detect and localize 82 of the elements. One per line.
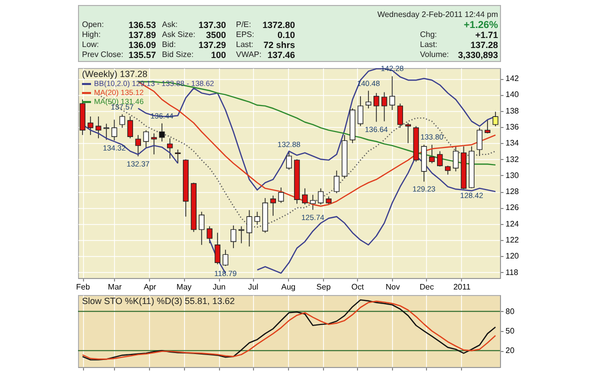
x-tick-label: Jul xyxy=(248,282,259,292)
text: Wednesday 2-Feb-2011 12:44 pm xyxy=(377,10,498,19)
candlestick xyxy=(381,92,388,122)
y-tick-label: 122 xyxy=(506,236,520,245)
text: Bid: xyxy=(162,40,176,49)
candlestick xyxy=(96,116,102,139)
text: 3500 xyxy=(206,30,226,40)
text: Ask Size: xyxy=(162,30,196,39)
x-tick-label: Mar xyxy=(108,282,122,292)
x-tick-label: Feb xyxy=(76,282,90,292)
text: P/E: xyxy=(236,20,252,29)
text: Low: xyxy=(82,40,99,49)
y-tick-label: 124 xyxy=(506,219,520,228)
y-tick-label: 128 xyxy=(506,187,520,196)
candlestick xyxy=(174,149,181,164)
x-tick-label: Apr xyxy=(144,282,157,292)
candlestick xyxy=(437,150,443,167)
candlestick xyxy=(167,138,173,159)
x-tick-label: Oct xyxy=(351,282,365,292)
y-tick-label: 136 xyxy=(506,122,520,132)
text: Open: xyxy=(82,20,104,29)
text: 0.10 xyxy=(277,30,295,40)
x-tick-label: May xyxy=(176,282,192,292)
candlestick xyxy=(214,232,220,265)
text: EPS: xyxy=(236,30,254,39)
candlestick xyxy=(135,134,141,157)
x-tick-label: 2011 xyxy=(453,282,472,292)
text: 100 xyxy=(210,50,226,60)
text: Last: xyxy=(420,40,438,49)
text: Volume: xyxy=(420,50,449,59)
text: 3,330,893 xyxy=(458,50,498,60)
text: 137.46 xyxy=(267,50,295,60)
x-tick-label: Nov xyxy=(386,282,400,292)
text: 135.57 xyxy=(128,50,156,60)
text: High: xyxy=(82,30,101,39)
text: Bid Size: xyxy=(162,50,194,59)
text: +1.71 xyxy=(475,30,498,40)
candlestick xyxy=(88,116,94,136)
candlestick xyxy=(405,122,411,144)
chart-title: Slow STO %K(11) %D(3) 55.81, 13.62 xyxy=(82,296,235,306)
text: 136.09 xyxy=(128,40,156,50)
text: VWAP: xyxy=(236,50,262,59)
y-tick-label: 20 xyxy=(506,346,515,356)
text: 137.28 xyxy=(470,40,498,50)
candlestick xyxy=(484,119,490,134)
candlestick xyxy=(159,123,165,142)
candlestick xyxy=(397,103,404,128)
y-tick-label: 132 xyxy=(506,154,520,164)
candlestick xyxy=(270,195,276,216)
y-tick-label: 140 xyxy=(506,90,520,100)
text: 72 shrs xyxy=(263,40,295,50)
y-tick-label: 50 xyxy=(506,326,515,336)
text: 136.53 xyxy=(128,20,156,30)
x-tick-label: Dec xyxy=(420,282,434,292)
y-tick-label: 130 xyxy=(506,170,520,180)
candlestick xyxy=(206,226,212,244)
text: Ask: xyxy=(162,20,178,29)
y-tick-label: 80 xyxy=(506,306,515,316)
text: 1372.80 xyxy=(262,20,295,30)
candlestick xyxy=(127,116,134,139)
text: Chg: xyxy=(420,30,437,39)
x-tick-label: Jun xyxy=(212,282,226,292)
y-tick-label: 138 xyxy=(506,106,520,116)
text: Last: xyxy=(236,40,254,49)
y-tick-label: 134 xyxy=(506,138,520,148)
text: +1.26% xyxy=(464,20,498,31)
candlestick xyxy=(151,133,157,155)
candlestick xyxy=(302,188,308,205)
x-tick-label: Aug xyxy=(281,282,296,292)
y-tick-label: 120 xyxy=(506,252,520,261)
chart-title: (Weekly) 137.28 xyxy=(82,69,148,79)
text: 137.29 xyxy=(198,40,226,50)
candlestick xyxy=(374,92,380,122)
text: 137.89 xyxy=(128,30,156,40)
candlestick xyxy=(429,144,435,164)
x-tick-label: Sep xyxy=(316,282,332,292)
text: 137.30 xyxy=(198,20,226,30)
y-tick-label: 118 xyxy=(506,268,519,277)
y-tick-label: 142 xyxy=(506,74,520,83)
text: Prev Close: xyxy=(82,50,124,59)
candlestick xyxy=(492,111,498,127)
y-tick-label: 126 xyxy=(506,203,520,212)
